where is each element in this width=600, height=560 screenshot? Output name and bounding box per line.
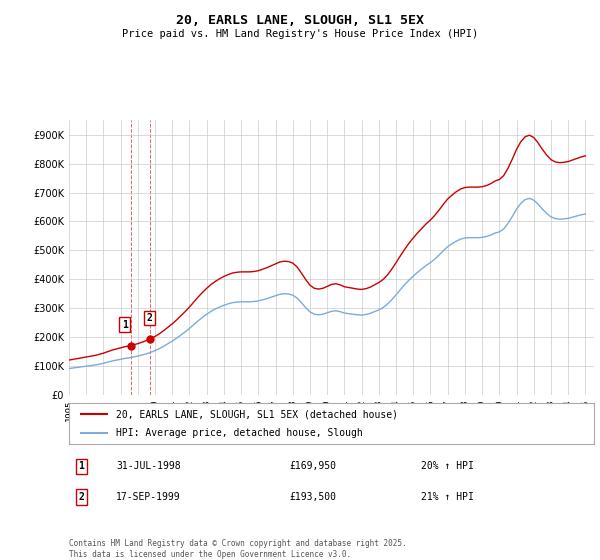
Text: 2: 2 — [79, 492, 85, 502]
Text: Contains HM Land Registry data © Crown copyright and database right 2025.
This d: Contains HM Land Registry data © Crown c… — [69, 539, 407, 559]
Text: HPI: Average price, detached house, Slough: HPI: Average price, detached house, Slou… — [116, 428, 363, 437]
Text: 1: 1 — [122, 320, 128, 330]
Text: 20% ↑ HPI: 20% ↑ HPI — [421, 461, 473, 472]
Text: 20, EARLS LANE, SLOUGH, SL1 5EX (detached house): 20, EARLS LANE, SLOUGH, SL1 5EX (detache… — [116, 409, 398, 419]
Text: 20, EARLS LANE, SLOUGH, SL1 5EX: 20, EARLS LANE, SLOUGH, SL1 5EX — [176, 14, 424, 27]
Text: 21% ↑ HPI: 21% ↑ HPI — [421, 492, 473, 502]
Text: £169,950: £169,950 — [290, 461, 337, 472]
Text: 17-SEP-1999: 17-SEP-1999 — [116, 492, 181, 502]
Text: 2: 2 — [146, 313, 152, 323]
Text: 31-JUL-1998: 31-JUL-1998 — [116, 461, 181, 472]
Text: Price paid vs. HM Land Registry's House Price Index (HPI): Price paid vs. HM Land Registry's House … — [122, 29, 478, 39]
Text: 1: 1 — [79, 461, 85, 472]
Text: £193,500: £193,500 — [290, 492, 337, 502]
